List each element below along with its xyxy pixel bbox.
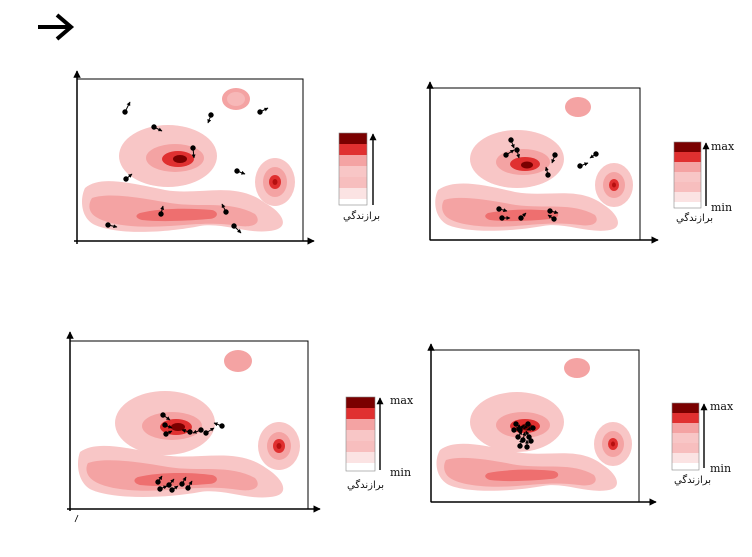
fitness-label: برازندگي xyxy=(674,474,711,486)
fitness-landscape xyxy=(436,358,632,491)
plot-frame xyxy=(66,331,321,523)
fitness-landscape xyxy=(77,350,300,498)
fitness-landscape xyxy=(435,97,633,231)
particles xyxy=(105,101,269,234)
max-label: max xyxy=(711,140,735,153)
fitness-label: برازندگي xyxy=(676,212,713,224)
panel-top-left: برازندگي xyxy=(73,70,380,245)
plot-frame xyxy=(426,81,659,244)
max-label: max xyxy=(710,400,734,413)
panel-bottom-left: max min برازندگي xyxy=(66,331,414,523)
colorbar-legend: max min برازندگي xyxy=(673,140,735,224)
panel-top-right: max min برازندگي xyxy=(426,81,735,244)
colorbar-legend: max min برازندگي xyxy=(671,400,734,486)
plot-frame xyxy=(427,343,657,506)
colorbar-legend: برازندگي xyxy=(338,132,380,222)
particles xyxy=(496,137,599,222)
min-label: min xyxy=(390,466,411,479)
panel-bottom-right: max min برازندگي xyxy=(427,343,734,506)
fitness-label: برازندگي xyxy=(343,210,380,222)
particles xyxy=(155,412,225,493)
right-arrow-icon xyxy=(38,13,75,41)
min-label: min xyxy=(711,201,732,214)
plot-frame xyxy=(73,70,315,245)
particles xyxy=(511,421,536,450)
colorbar-legend: max min برازندگي xyxy=(345,394,414,491)
max-label: max xyxy=(390,394,414,407)
fitness-label: برازندگي xyxy=(347,479,384,491)
fitness-landscape xyxy=(82,88,295,232)
min-label: min xyxy=(710,462,731,475)
